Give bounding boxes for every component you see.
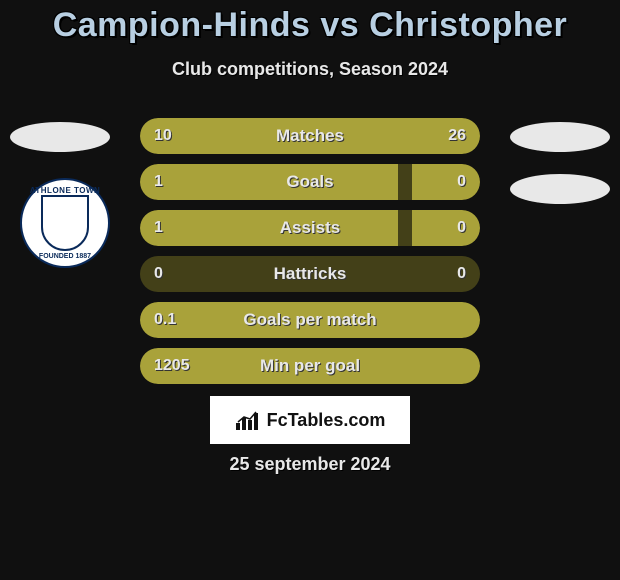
stat-label: Min per goal — [140, 348, 480, 384]
right-player-photo-placeholder — [510, 122, 610, 152]
comparison-chart: 1026Matches 10Goals 10Assists 00Hattricks 0.… — [140, 118, 480, 394]
crest-shield-icon — [41, 195, 89, 251]
bar-chart-icon — [235, 409, 261, 431]
right-club-crest-placeholder — [510, 174, 610, 204]
page-subtitle: Club competitions, Season 2024 — [0, 59, 620, 80]
page-title: Campion-Hinds vs Christopher — [0, 0, 620, 45]
stat-label: Goals per match — [140, 302, 480, 338]
stat-label: Matches — [140, 118, 480, 154]
stat-row: 1205Min per goal — [140, 348, 480, 384]
stat-row: 1026Matches — [140, 118, 480, 154]
left-club-crest: ATHLONE TOWN FOUNDED 1887 — [20, 178, 110, 268]
stat-label: Hattricks — [140, 256, 480, 292]
branding-text: FcTables.com — [267, 410, 386, 431]
stat-row: 10Assists — [140, 210, 480, 246]
branding-badge: FcTables.com — [210, 396, 410, 444]
stat-row: 00Hattricks — [140, 256, 480, 292]
stat-label: Assists — [140, 210, 480, 246]
stat-label: Goals — [140, 164, 480, 200]
left-player-photo-placeholder — [10, 122, 110, 152]
crest-top-text: ATHLONE TOWN — [22, 186, 108, 195]
as-of-date: 25 september 2024 — [0, 454, 620, 475]
stat-row: 0.1Goals per match — [140, 302, 480, 338]
crest-bottom-text: FOUNDED 1887 — [22, 253, 108, 260]
stat-row: 10Goals — [140, 164, 480, 200]
